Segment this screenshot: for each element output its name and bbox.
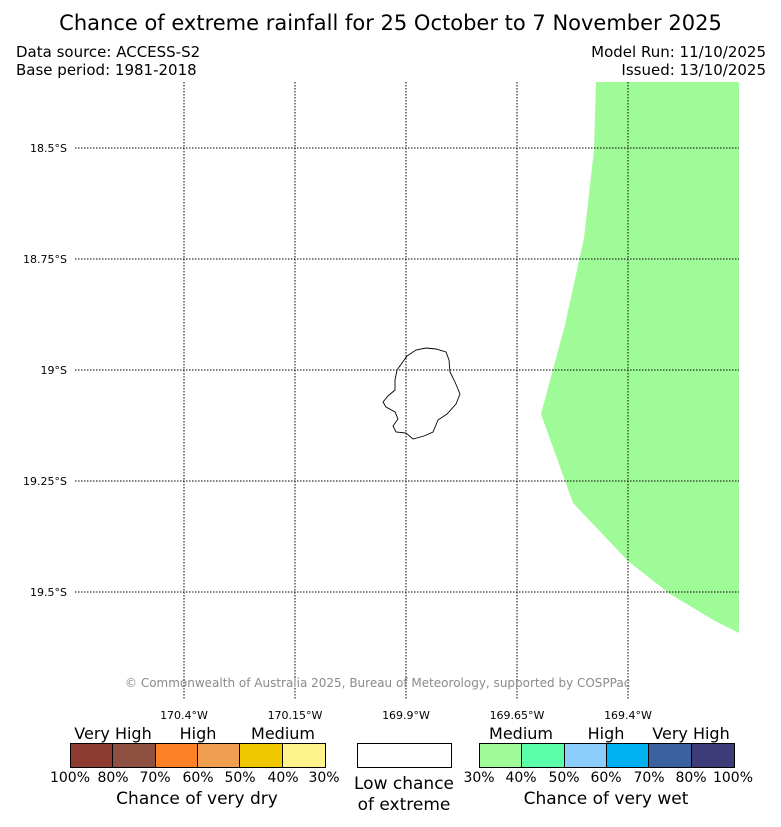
base-period: Base period: 1981-2018 xyxy=(16,61,197,79)
run-info: Model Run: 11/10/2025 Issued: 13/10/2025 xyxy=(591,43,766,79)
dry-tick: 60% xyxy=(182,770,214,786)
dry-tick: 100% xyxy=(49,770,91,786)
wet-tick: 70% xyxy=(633,770,665,786)
dry-caption: Chance of very dry xyxy=(116,789,278,809)
wet-swatch-1 xyxy=(522,744,565,767)
dry-swatch-5 xyxy=(282,744,325,767)
wet-swatch-2 xyxy=(564,744,607,767)
dry-colorbar xyxy=(70,743,326,768)
lat-label: 18.5°S xyxy=(30,142,67,155)
wet-caption: Chance of very wet xyxy=(523,789,689,809)
wet-tick: 80% xyxy=(675,770,707,786)
wet-tick: 60% xyxy=(590,770,622,786)
model-run: Model Run: 11/10/2025 xyxy=(591,43,766,61)
map-area[interactable] xyxy=(0,0,781,700)
issued-date: Issued: 13/10/2025 xyxy=(621,61,766,79)
dry-tick: 30% xyxy=(308,770,340,786)
dry-tick: 70% xyxy=(139,770,171,786)
dry-swatch-1 xyxy=(113,744,156,767)
wet-category-medium: Medium xyxy=(489,724,553,743)
wet-swatch-5 xyxy=(691,744,734,767)
dry-swatch-4 xyxy=(240,744,283,767)
lat-label: 18.75°S xyxy=(23,253,67,266)
lat-label: 19°S xyxy=(40,364,67,377)
low-chance-caption: Low chance of extreme xyxy=(354,774,454,816)
island-outline xyxy=(382,347,461,440)
wet-tick: 30% xyxy=(463,770,495,786)
dry-category-medium: Medium xyxy=(251,724,315,743)
wet-swatch-0 xyxy=(480,744,523,767)
low-caption-line2: of extreme xyxy=(357,795,451,815)
wet-swatch-4 xyxy=(649,744,692,767)
wet-tick: 40% xyxy=(505,770,537,786)
wet-colorbar xyxy=(479,743,735,768)
dry-category-very-high: Very High xyxy=(74,724,152,743)
low-caption-line1: Low chance xyxy=(354,774,454,794)
lon-label: 169.65°W xyxy=(489,709,545,722)
low-chance-swatch xyxy=(357,743,452,768)
data-source: Data source: ACCESS-S2 xyxy=(16,43,201,61)
lon-label: 169.4°W xyxy=(604,709,652,722)
wet-chance-region xyxy=(541,82,739,633)
lat-label: 19.5°S xyxy=(30,586,67,599)
dry-swatch-3 xyxy=(197,744,241,767)
copyright-notice: © Commonwealth of Australia 2025, Bureau… xyxy=(125,676,631,690)
dry-tick: 80% xyxy=(97,770,129,786)
dry-category-high: High xyxy=(179,724,217,743)
lon-label: 169.9°W xyxy=(382,709,430,722)
page-title: Chance of extreme rainfall for 25 Octobe… xyxy=(59,11,722,35)
wet-swatch-3 xyxy=(606,744,650,767)
wet-tick: 100% xyxy=(712,770,754,786)
wet-tick: 50% xyxy=(548,770,580,786)
lon-label: 170.4°W xyxy=(160,709,208,722)
gridlines xyxy=(75,82,739,700)
lon-label: 170.15°W xyxy=(267,709,323,722)
dry-tick: 40% xyxy=(267,770,299,786)
source-info: Data source: ACCESS-S2 Base period: 1981… xyxy=(16,43,200,79)
lat-label: 19.25°S xyxy=(23,475,67,488)
dry-swatch-0 xyxy=(71,744,114,767)
dry-tick: 50% xyxy=(224,770,256,786)
wet-category-very-high: Very High xyxy=(652,724,730,743)
wet-category-high: High xyxy=(587,724,625,743)
dry-swatch-2 xyxy=(155,744,198,767)
